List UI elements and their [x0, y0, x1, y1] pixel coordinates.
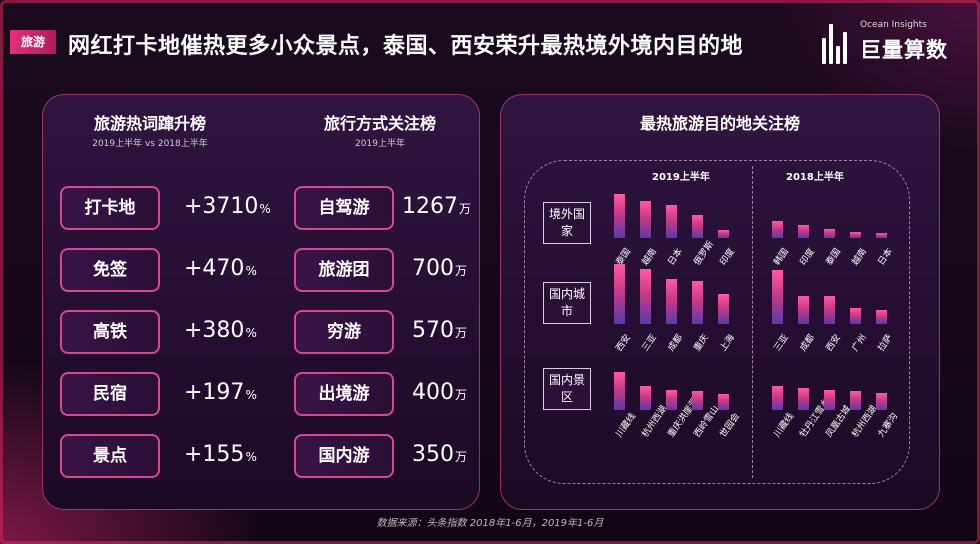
bar	[614, 372, 625, 410]
hotword-value: +3710%	[184, 194, 271, 219]
bar	[798, 296, 809, 324]
hotword-pill: 免签	[60, 248, 160, 292]
logo-text-en: Ocean Insights	[860, 20, 927, 30]
logo-bars-icon	[822, 24, 852, 64]
ocean-insights-logo: Ocean Insights 巨量算数	[822, 14, 972, 70]
bar	[772, 221, 783, 238]
bar	[614, 264, 625, 324]
bar	[692, 281, 703, 324]
chart-dashed-frame	[524, 160, 910, 484]
category-tag: 旅游	[10, 30, 56, 54]
travel-mode-pill: 旅游团	[294, 248, 394, 292]
bar	[692, 215, 703, 238]
travel-mode-title: 旅行方式关注榜	[323, 114, 436, 133]
hotword-value: +380%	[184, 318, 257, 343]
bar	[876, 233, 887, 238]
data-source: 数据来源：头条指数 2018年1-6月，2019年1-6月	[376, 518, 604, 529]
bar	[718, 294, 729, 324]
bar	[772, 270, 783, 324]
travel-mode-subtitle: 2019上半年	[355, 139, 405, 149]
bar	[718, 394, 729, 410]
travel-mode-value: 350万	[412, 442, 468, 467]
travel-mode-value: 570万	[412, 318, 468, 343]
bar	[876, 310, 887, 324]
bar	[666, 390, 677, 410]
travel-mode-value: 1267万	[402, 194, 472, 219]
bar	[692, 391, 703, 410]
bar	[850, 232, 861, 238]
page-title: 网红打卡地催热更多小众景点，泰国、西安荣升最热境外境内目的地	[68, 34, 744, 59]
hotword-subtitle: 2019上半年 vs 2018上半年	[92, 139, 208, 149]
bar	[798, 225, 809, 238]
travel-mode-pill: 穷游	[294, 310, 394, 354]
travel-mode-value: 700万	[412, 256, 468, 281]
bar	[718, 230, 729, 238]
bar	[824, 390, 835, 410]
bar	[614, 194, 625, 238]
bar	[640, 201, 651, 238]
bar	[824, 229, 835, 238]
bar	[876, 393, 887, 410]
travel-mode-value: 400万	[412, 380, 468, 405]
hotword-value: +197%	[184, 380, 257, 405]
bar	[824, 296, 835, 324]
hotword-pill: 民宿	[60, 372, 160, 416]
hotword-pill: 打卡地	[60, 186, 160, 230]
period-divider	[752, 166, 753, 478]
logo-text-cn: 巨量算数	[860, 38, 948, 62]
hotword-value: +155%	[184, 442, 257, 467]
bar	[850, 391, 861, 410]
hotword-value: +470%	[184, 256, 257, 281]
bar	[772, 386, 783, 410]
travel-mode-pill: 自驾游	[294, 186, 394, 230]
category-box: 国内城市	[543, 282, 591, 324]
period-2019-label: 2019上半年	[652, 172, 710, 183]
travel-mode-pill: 出境游	[294, 372, 394, 416]
bar	[640, 269, 651, 324]
bar	[850, 308, 861, 324]
period-2018-label: 2018上半年	[786, 172, 844, 183]
destination-title: 最热旅游目的地关注榜	[639, 114, 800, 133]
bar	[640, 386, 651, 410]
hotword-pill: 高铁	[60, 310, 160, 354]
category-box: 国内景区	[543, 368, 591, 410]
bar	[666, 205, 677, 238]
category-box: 境外国家	[543, 202, 591, 244]
hotword-title: 旅游热词蹿升榜	[93, 114, 206, 133]
travel-mode-pill: 国内游	[294, 434, 394, 478]
bar	[798, 388, 809, 410]
hotword-pill: 景点	[60, 434, 160, 478]
bar	[666, 279, 677, 324]
